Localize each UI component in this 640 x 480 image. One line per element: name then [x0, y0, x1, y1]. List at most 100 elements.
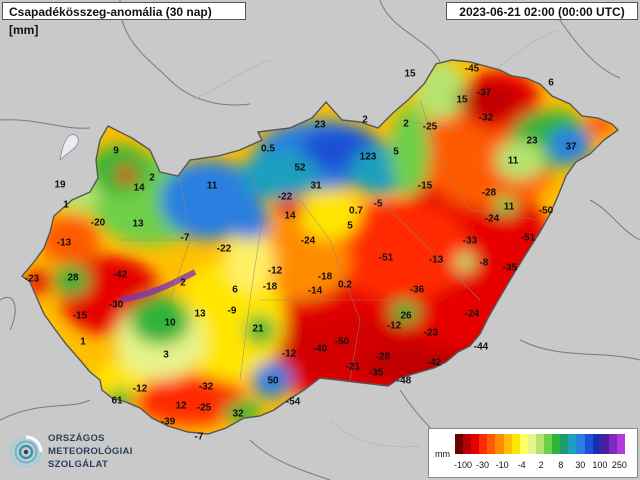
- station-value: -8: [480, 258, 489, 269]
- station-value: 13: [194, 309, 206, 320]
- station-value: 12: [175, 401, 187, 412]
- station-value: 15: [456, 95, 468, 106]
- legend-swatch: [592, 434, 601, 454]
- station-value: 28: [67, 273, 79, 284]
- station-value: 1: [80, 337, 86, 348]
- legend-swatch: [535, 434, 545, 454]
- station-value: 50: [267, 376, 279, 387]
- station-value: -50: [335, 337, 350, 348]
- station-value: 11: [508, 156, 519, 167]
- legend-swatch: [487, 434, 496, 454]
- station-value: -35: [503, 263, 518, 274]
- station-value: -40: [313, 344, 328, 355]
- timestamp: 2023-06-21 02:00 (00:00 UTC): [446, 2, 638, 20]
- station-value: -54: [286, 397, 301, 408]
- station-value: -22: [217, 244, 232, 255]
- station-value: -45: [465, 64, 480, 75]
- station-value: -22: [278, 192, 293, 203]
- station-value: 52: [294, 163, 306, 174]
- station-value: 2: [362, 115, 368, 126]
- legend-swatch: [568, 434, 577, 454]
- station-value: 37: [565, 142, 577, 153]
- station-value: 5: [347, 221, 353, 232]
- station-value: -30: [109, 300, 124, 311]
- station-value: -7: [181, 233, 190, 244]
- station-value: 15: [404, 69, 416, 80]
- legend-swatch: [503, 434, 512, 454]
- legend-swatch: [519, 434, 528, 454]
- station-value: -12: [282, 349, 297, 360]
- station-value: 1: [63, 200, 69, 211]
- color-legend: mm -100 -30 -10 -4 2 8 30 100 250: [428, 428, 638, 478]
- legend-swatch: [576, 434, 585, 454]
- legend-swatch: [471, 434, 480, 454]
- station-value: 9: [113, 146, 119, 157]
- legend-swatch: [584, 434, 593, 454]
- station-value: -24: [465, 309, 480, 320]
- station-value: -12: [268, 266, 283, 277]
- station-value: -24: [301, 236, 316, 247]
- logo-line-3: SZOLGÁLAT: [48, 459, 109, 470]
- station-value: 21: [252, 324, 264, 335]
- legend-tick: -100: [453, 460, 473, 470]
- station-value: -23: [25, 274, 40, 285]
- omsz-logo: ORSZÁGOS METEOROLÓGIAI SZOLGÁLAT: [10, 430, 160, 476]
- legend-tick: -4: [517, 460, 526, 470]
- station-value: -32: [199, 382, 214, 393]
- station-value: -15: [73, 311, 88, 322]
- station-value: 123: [360, 152, 377, 163]
- station-value: 2: [403, 119, 409, 130]
- station-value: -5: [374, 199, 383, 210]
- station-value: 5: [393, 147, 399, 158]
- station-value: -14: [308, 286, 323, 297]
- station-value: -13: [429, 255, 444, 266]
- station-value: -21: [346, 362, 361, 373]
- station-value: 0.2: [338, 280, 352, 291]
- station-value: 14: [284, 211, 296, 222]
- logo-line-1: ORSZÁGOS: [48, 433, 105, 444]
- legend-swatch: [560, 434, 569, 454]
- legend-tick: 8: [558, 460, 564, 470]
- balaton-lake-shape: [119, 269, 197, 303]
- station-value: 3: [163, 350, 169, 361]
- station-value: -50: [539, 206, 554, 217]
- station-value: 23: [526, 136, 538, 147]
- station-value: -51: [379, 253, 394, 264]
- legend-swatch: [600, 434, 609, 454]
- station-value: 0.7: [349, 206, 363, 217]
- station-value: 11: [504, 202, 515, 213]
- station-value: -24: [485, 214, 500, 225]
- legend-swatch: [608, 434, 617, 454]
- legend-tick: 250: [611, 460, 627, 470]
- station-value: -20: [91, 218, 106, 229]
- station-value: 14: [133, 183, 145, 194]
- station-value: -51: [521, 233, 536, 244]
- spiral-emblem-icon: [10, 435, 43, 469]
- station-value: 10: [164, 318, 176, 329]
- station-value: -32: [479, 113, 494, 124]
- legend-color-bar: [455, 434, 625, 454]
- station-value: -33: [463, 236, 478, 247]
- station-value: -42: [427, 358, 442, 369]
- hungary-outline: [20, 59, 620, 435]
- logo-line-2: METEOROLÓGIAI: [48, 446, 133, 457]
- station-values: -45 15 6 15 -37 -32 23 2 2 -25 23 37 9 0…: [25, 64, 577, 443]
- legend-swatch: [552, 434, 561, 454]
- legend-swatch: [455, 434, 464, 454]
- legend-swatch: [463, 434, 472, 454]
- station-value: -12: [387, 321, 402, 332]
- station-value: -39: [161, 417, 176, 428]
- station-value: -44: [474, 342, 489, 353]
- station-value: -13: [57, 238, 72, 249]
- station-value: -25: [197, 403, 212, 414]
- station-value: -12: [133, 384, 148, 395]
- legend-swatch: [527, 434, 536, 454]
- station-value: 32: [232, 409, 244, 420]
- county-borders: [120, 99, 541, 381]
- station-value: -48: [397, 376, 412, 387]
- legend-tick: -30: [476, 460, 490, 470]
- legend-swatch: [616, 434, 625, 454]
- station-value: 11: [207, 181, 218, 192]
